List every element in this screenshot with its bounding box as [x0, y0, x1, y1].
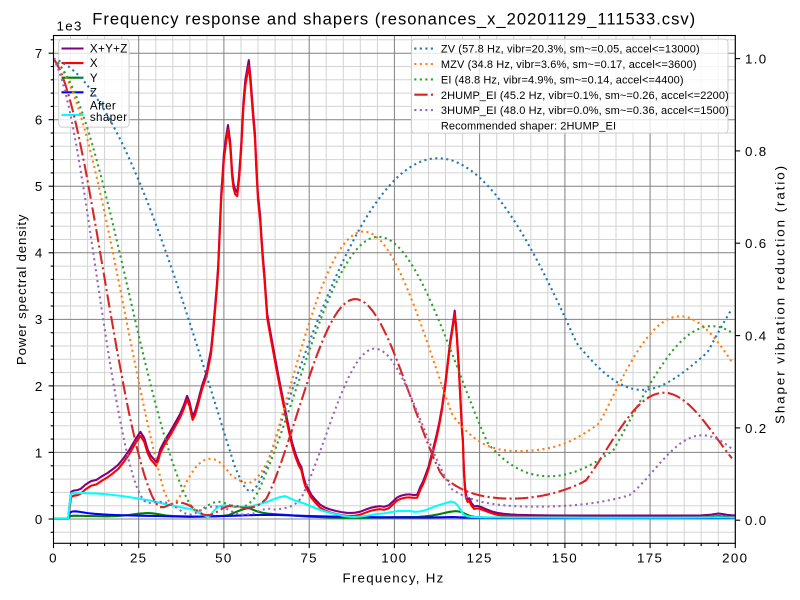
svg-text:X+Y+Z: X+Y+Z	[90, 43, 128, 56]
svg-text:2: 2	[35, 379, 44, 394]
svg-text:1.0: 1.0	[745, 52, 768, 67]
svg-text:Shaper vibration reduction (ra: Shaper vibration reduction (ratio)	[773, 164, 788, 424]
svg-text:After: After	[90, 99, 116, 112]
svg-text:Y: Y	[90, 72, 98, 85]
svg-text:0.6: 0.6	[745, 236, 768, 251]
svg-text:5: 5	[35, 179, 44, 194]
svg-text:0: 0	[35, 512, 44, 527]
svg-text:1: 1	[35, 445, 44, 460]
svg-text:0.0: 0.0	[745, 513, 768, 528]
svg-text:EI (48.8 Hz, vibr=4.9%, sm~=0.: EI (48.8 Hz, vibr=4.9%, sm~=0.14, accel<…	[441, 75, 684, 87]
svg-text:2HUMP_EI (45.2 Hz, vibr=0.1%,: 2HUMP_EI (45.2 Hz, vibr=0.1%, sm~=0.26, …	[441, 90, 729, 102]
svg-text:125: 125	[466, 550, 492, 565]
svg-text:100: 100	[381, 550, 407, 565]
svg-text:0.8: 0.8	[745, 144, 768, 159]
svg-text:Z: Z	[90, 86, 97, 99]
svg-text:MZV (34.8 Hz, vibr=3.6%, sm~=0: MZV (34.8 Hz, vibr=3.6%, sm~=0.17, accel…	[441, 59, 697, 71]
svg-text:Recommended shaper: 2HUMP_EI: Recommended shaper: 2HUMP_EI	[441, 121, 616, 133]
svg-text:25: 25	[130, 550, 148, 565]
svg-text:0.2: 0.2	[745, 421, 768, 436]
svg-text:1e3: 1e3	[57, 19, 83, 34]
svg-text:0.4: 0.4	[745, 329, 768, 344]
svg-text:Frequency response and shapers: Frequency response and shapers (resonanc…	[92, 10, 696, 29]
svg-text:shaper: shaper	[90, 111, 128, 124]
svg-text:ZV (57.8 Hz, vibr=20.3%, sm~=0: ZV (57.8 Hz, vibr=20.3%, sm~=0.05, accel…	[441, 44, 700, 56]
svg-text:3: 3	[35, 312, 44, 327]
svg-text:200: 200	[722, 550, 748, 565]
svg-text:6: 6	[35, 113, 44, 128]
svg-text:Frequency, Hz: Frequency, Hz	[342, 571, 444, 586]
svg-text:75: 75	[300, 550, 318, 565]
svg-text:Power spectral density: Power spectral density	[14, 214, 29, 365]
svg-text:3HUMP_EI (48.0 Hz, vibr=0.0%,: 3HUMP_EI (48.0 Hz, vibr=0.0%, sm~=0.36, …	[441, 105, 729, 117]
svg-text:4: 4	[35, 246, 44, 261]
svg-text:7: 7	[35, 46, 44, 61]
svg-text:50: 50	[215, 550, 233, 565]
svg-text:0: 0	[49, 550, 58, 565]
svg-text:150: 150	[552, 550, 578, 565]
svg-text:175: 175	[637, 550, 663, 565]
svg-text:X: X	[90, 57, 98, 70]
